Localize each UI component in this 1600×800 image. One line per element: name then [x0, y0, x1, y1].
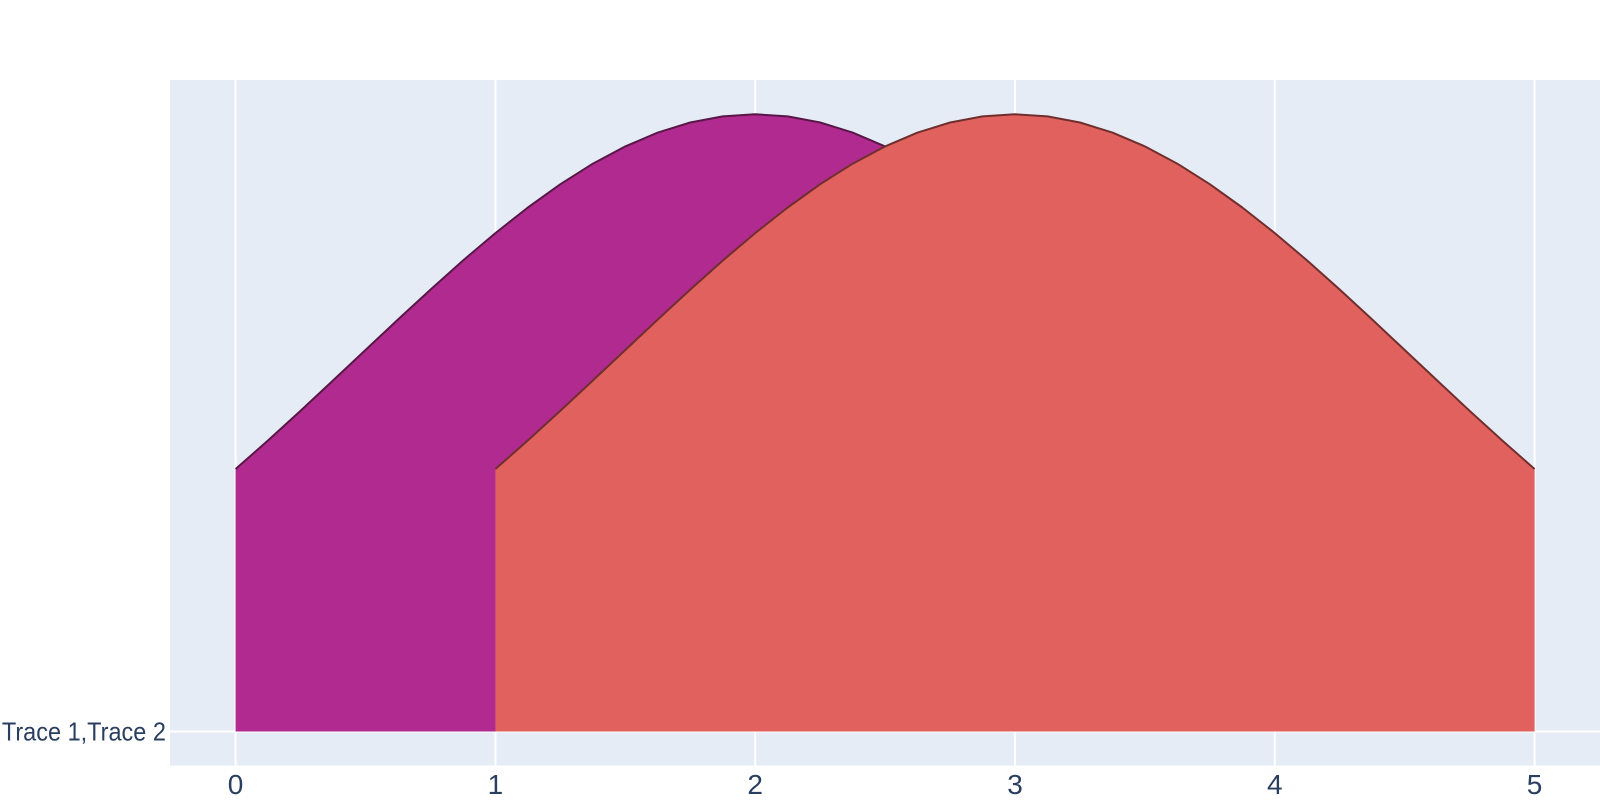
- svg-text:2: 2: [747, 769, 763, 800]
- svg-text:0: 0: [228, 769, 244, 800]
- svg-text:1: 1: [488, 769, 504, 800]
- svg-text:Trace 1,Trace 2: Trace 1,Trace 2: [2, 716, 166, 746]
- svg-text:5: 5: [1527, 769, 1543, 800]
- svg-text:4: 4: [1267, 769, 1283, 800]
- svg-text:3: 3: [1007, 769, 1023, 800]
